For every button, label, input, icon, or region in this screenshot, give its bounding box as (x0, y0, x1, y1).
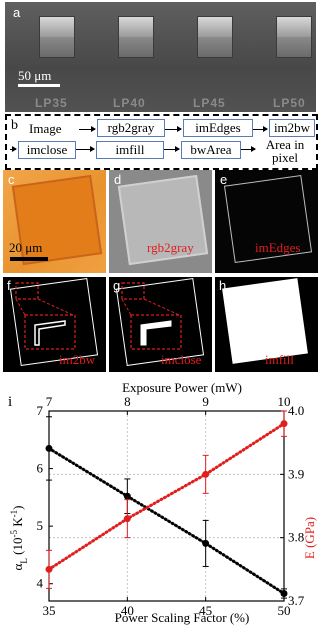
series-line-2 (47, 422, 286, 571)
scale-bar-c (10, 257, 48, 261)
y-axis-title-part: K (10, 517, 25, 530)
y2-tick-label: 3.8 (288, 530, 304, 545)
pillar-label: LP45 (193, 96, 226, 110)
y-axis-title-part: (10 (10, 538, 25, 559)
plot-frame (48, 410, 285, 602)
data-point (123, 515, 131, 523)
y2-tick-label: 3.9 (288, 466, 304, 481)
chart: i Exposure Power (mW) Power Scaling Fact… (8, 380, 317, 625)
closed-image-panel: g imclose (109, 277, 212, 372)
panel-h-label: h (219, 278, 227, 293)
data-point (123, 492, 131, 500)
pillar-label: LP35 (35, 96, 68, 110)
data-point (280, 590, 288, 598)
series-line-1 (47, 446, 286, 596)
y-axis-title-part: -1 (9, 510, 19, 518)
x-axis-title: Power Scaling Factor (%) (115, 610, 250, 625)
top-axis-title: Exposure Power (mW) (122, 380, 242, 395)
step-rgb2gray-box: rgb2gray (97, 119, 165, 137)
panel-a-label: a (13, 5, 21, 20)
optical-image-panel: c 20 μm (3, 170, 106, 273)
y-axis-title: αL (10-5 K-1) (9, 506, 29, 571)
pillar-label: LP40 (113, 96, 146, 110)
data-point (45, 444, 53, 452)
sem-image-panel: a 50 μm LP35 LP40 LP45 LP50 (5, 2, 316, 112)
x-tick-label: 50 (278, 603, 291, 618)
panel-e-label: e (220, 172, 228, 187)
edges-image-panel: e imEdges (215, 170, 318, 273)
step-bwarea-box: bwArea (181, 141, 241, 159)
scale-bar-label-a: 50 μm (18, 68, 52, 83)
y-axis-title-part: ) (10, 506, 25, 510)
caption-imclose: imclose (161, 352, 202, 367)
arrow (10, 146, 17, 152)
grayscale-image-panel: d rgb2gray (109, 170, 212, 273)
caption-imfill: imfill (265, 352, 294, 367)
panel-i-label: i (8, 394, 12, 410)
x2-tick-label: 8 (124, 394, 131, 409)
right-axis-title: E (GPa) (302, 517, 317, 559)
filled-image-panel: h imfill (215, 277, 318, 372)
panel-g-label: g (113, 278, 121, 293)
panel-d-label: d (114, 172, 122, 187)
y-axis-title-part: -5 (9, 530, 19, 538)
step-im2bw-box: im2bw (269, 119, 315, 137)
panel-f-label: f (7, 278, 11, 293)
arrow (253, 126, 268, 132)
caption-im2bw: im2bw (59, 352, 96, 367)
pillar-lp50 (276, 16, 312, 58)
x-tick-label: 45 (199, 603, 212, 618)
zoom-callout (15, 282, 76, 350)
pillar-lp45 (197, 16, 233, 58)
caption-imedges: imEdges (255, 240, 301, 255)
series (45, 410, 288, 599)
data-point (202, 470, 210, 478)
y-tick-label: 7 (37, 403, 44, 418)
panel-b-label: b (11, 118, 18, 133)
step-area-in-pixel: Area in pixel (265, 137, 305, 165)
caption-rgb2gray: rgb2gray (147, 240, 194, 255)
step-imfill-box: imfill (96, 141, 164, 159)
scale-bar-a (18, 84, 60, 87)
zoom-callout (121, 282, 182, 350)
pillar-lp40 (118, 16, 154, 58)
grid (48, 410, 285, 602)
scale-bar-label-c: 20 μm (9, 240, 43, 255)
step-imedges-box: imEdges (183, 119, 253, 137)
binary-image-panel: f im2bw (3, 277, 106, 372)
arrow (241, 146, 256, 152)
x-tick-label: 40 (121, 603, 134, 618)
step-image: Image (29, 121, 62, 136)
y-tick-label: 4 (37, 576, 44, 591)
y2-tick-label: 4.0 (288, 403, 304, 418)
y-axis-title-part: α (10, 563, 25, 570)
step-imclose-box: imclose (18, 141, 76, 159)
data-point (202, 539, 210, 547)
arrow (76, 146, 95, 152)
y-tick-label: 6 (37, 461, 44, 476)
arrow (164, 146, 180, 152)
x2-tick-label: 7 (46, 394, 53, 409)
pillar-lp35 (39, 16, 75, 58)
data-point (45, 565, 53, 573)
y-tick-label: 5 (37, 518, 44, 533)
workflow-panel: b Image rgb2gray imEdges im2bw imclose i… (5, 114, 318, 170)
data-point (280, 420, 288, 428)
x2-tick-label: 10 (278, 394, 291, 409)
x2-tick-label: 9 (202, 394, 209, 409)
panel-c-label: c (8, 172, 15, 187)
y2-tick-label: 3.7 (288, 593, 305, 608)
arrow (165, 126, 182, 132)
pillar-label: LP50 (273, 96, 306, 110)
arrow (79, 126, 96, 132)
x-tick-label: 35 (43, 603, 56, 618)
y-axis-title-part: L (19, 558, 29, 564)
